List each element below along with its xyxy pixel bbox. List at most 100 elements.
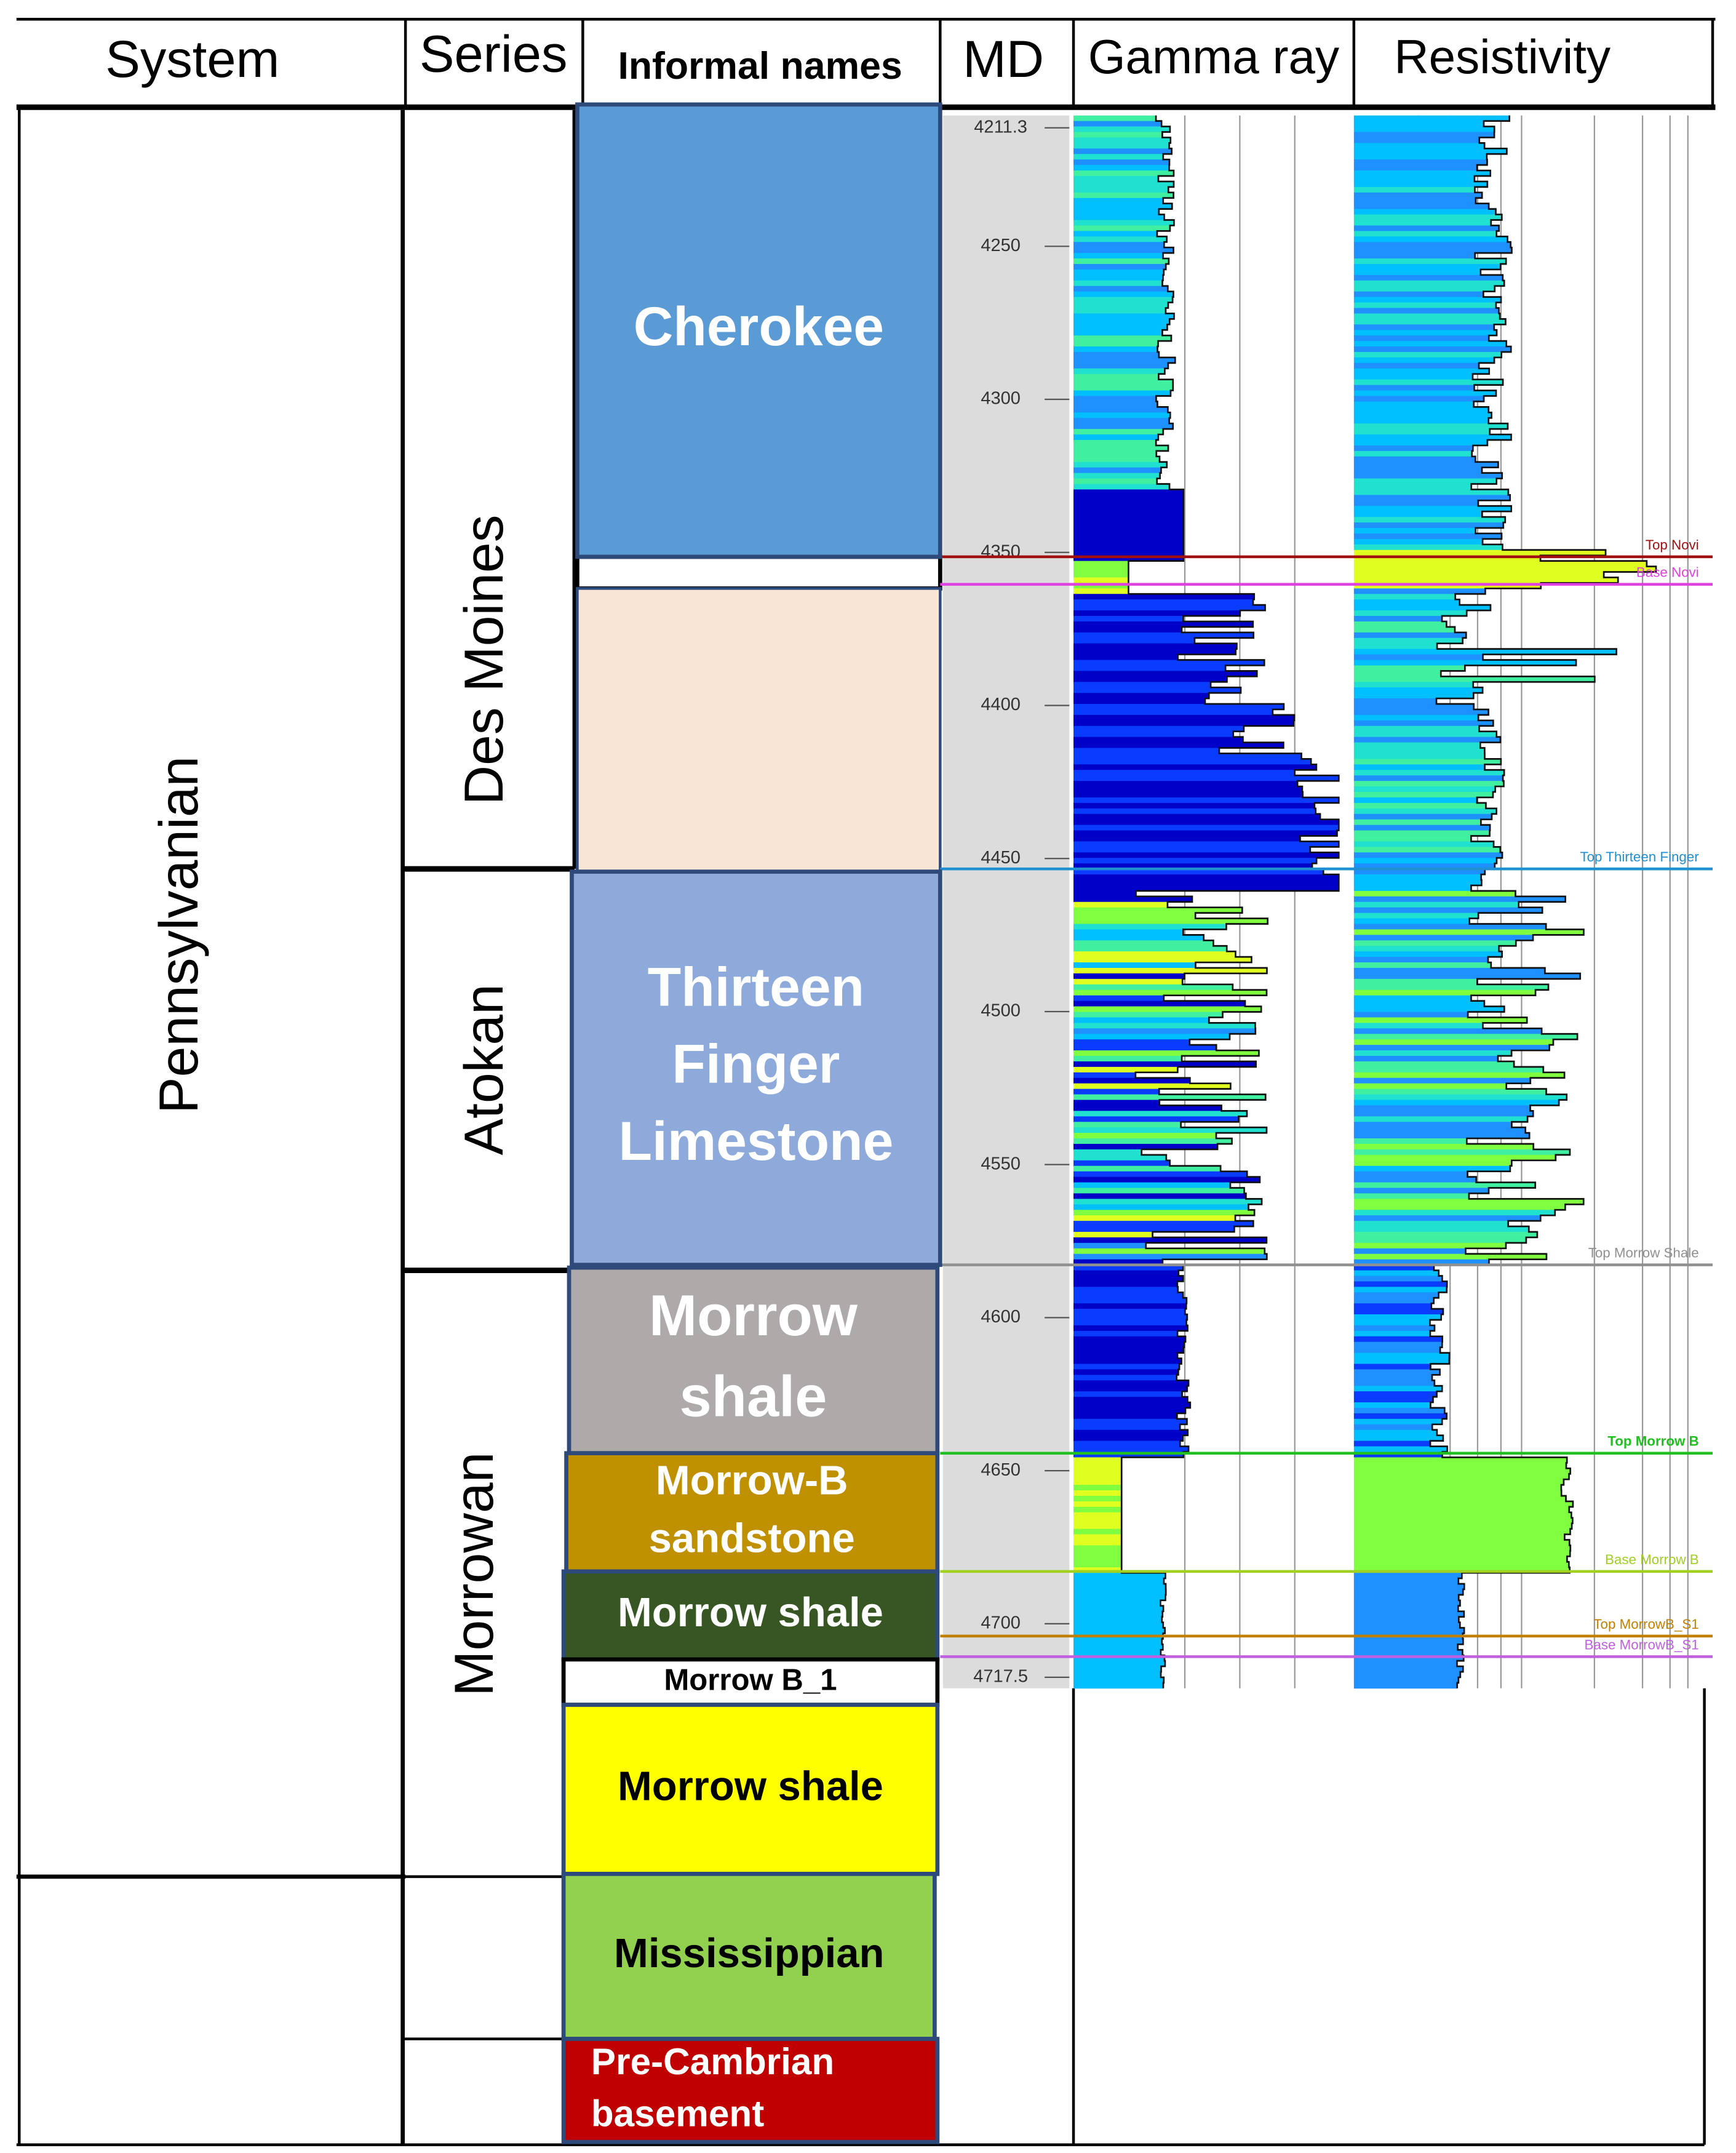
log-fill (1353, 263, 1501, 270)
log-fill (1073, 154, 1163, 160)
log-fill (1353, 484, 1471, 490)
log-fill (1353, 1083, 1507, 1090)
log-fill (1353, 1336, 1443, 1343)
log-fill (1353, 1402, 1431, 1408)
log-fill (1073, 1055, 1182, 1062)
log-fill (1073, 863, 1313, 869)
log-fill (1353, 621, 1447, 628)
md-tick-label: 4300 (981, 389, 1021, 409)
log-fill (1073, 407, 1168, 413)
log-fill (1073, 643, 1237, 650)
log-fill (1073, 527, 1184, 534)
log-fill (1073, 1176, 1260, 1183)
log-fill (1353, 1490, 1562, 1496)
log-fill (1073, 1429, 1188, 1436)
log-fill (1073, 1182, 1230, 1188)
log-fill (1073, 813, 1321, 820)
log-fill (1353, 478, 1497, 484)
log-fill (1073, 764, 1316, 770)
header-gamma-ray: Gamma ray (1088, 30, 1339, 84)
log-fill (1073, 786, 1302, 793)
formation-top-label: Top Thirteen Finger (1580, 849, 1699, 865)
log-fill (1353, 874, 1481, 881)
log-fill (1353, 1413, 1447, 1420)
log-fill (1073, 1468, 1122, 1474)
log-fill (1073, 148, 1172, 154)
log-fill (1073, 572, 1129, 578)
log-fill (1073, 439, 1157, 446)
md-tick-label: 4717.5 (973, 1667, 1028, 1687)
log-fill (1353, 1012, 1468, 1018)
log-fill (1073, 1259, 1163, 1266)
log-fill (1073, 1226, 1235, 1232)
log-fill (1353, 825, 1491, 831)
log-fill (1073, 775, 1339, 781)
log-fill (1353, 1616, 1459, 1623)
log-fill (1353, 319, 1506, 325)
log-fill (1353, 1375, 1432, 1381)
log-fill (1073, 313, 1174, 319)
log-fill (1073, 1270, 1179, 1276)
log-fill (1353, 1457, 1567, 1463)
formation-name: Finger (672, 1033, 840, 1095)
log-fill (1073, 473, 1160, 479)
log-fill (1353, 1292, 1439, 1298)
log-fill (1073, 1143, 1218, 1150)
log-fill (1073, 434, 1158, 441)
log-fill (1353, 841, 1494, 847)
log-fill (1353, 637, 1463, 644)
log-fill (1353, 682, 1473, 688)
log-fill (1353, 181, 1487, 188)
log-fill (1353, 1072, 1565, 1079)
log-fill (1073, 599, 1253, 605)
log-fill (1353, 1397, 1433, 1403)
log-fill (1353, 852, 1503, 858)
log-fill (1073, 115, 1157, 122)
log-fill (1353, 918, 1470, 924)
formation-name: Morrow shale (618, 1589, 883, 1636)
log-fill (1073, 429, 1163, 435)
log-fill (1353, 1352, 1450, 1359)
log-fill (1073, 549, 1184, 556)
log-fill (1073, 1303, 1187, 1309)
log-fill (1073, 511, 1184, 517)
log-fill (1353, 1111, 1534, 1117)
log-fill (1353, 626, 1455, 633)
log-fill (1353, 1231, 1537, 1238)
log-fill (1353, 1594, 1459, 1601)
log-fill (1073, 1611, 1163, 1618)
log-fill (1353, 1463, 1566, 1469)
formation-box (575, 102, 942, 559)
log-fill (1073, 263, 1166, 270)
formation-top-label: Top Morrow Shale (1588, 1245, 1699, 1261)
log-fill (1353, 599, 1460, 605)
log-fill (1353, 170, 1491, 177)
log-fill (1353, 132, 1495, 138)
log-fill (1353, 808, 1497, 815)
log-fill (1353, 693, 1474, 699)
log-fill (1353, 220, 1491, 226)
log-fill (1353, 588, 1486, 594)
log-fill (1353, 1077, 1531, 1084)
log-fill (1353, 643, 1438, 650)
log-fill (1073, 1100, 1160, 1106)
log-fill (1353, 978, 1478, 985)
log-fill (1353, 764, 1485, 770)
log-fill (1353, 858, 1497, 864)
log-fill (1073, 121, 1162, 127)
log-fill (1073, 1413, 1177, 1420)
log-fill (1353, 1270, 1439, 1276)
log-fill (1073, 918, 1268, 924)
log-fill (1353, 1429, 1437, 1436)
log-fill (1353, 341, 1507, 347)
log-fill (1073, 319, 1170, 325)
md-tick-label: 4211.3 (974, 117, 1027, 137)
log-fill (1353, 192, 1483, 199)
log-fill (1353, 1407, 1445, 1414)
log-fill (1353, 1512, 1572, 1519)
log-fill (1073, 385, 1173, 391)
log-fill (1353, 1479, 1564, 1485)
log-fill (1073, 461, 1167, 468)
log-fill (1353, 737, 1500, 743)
log-fill (1073, 907, 1243, 914)
